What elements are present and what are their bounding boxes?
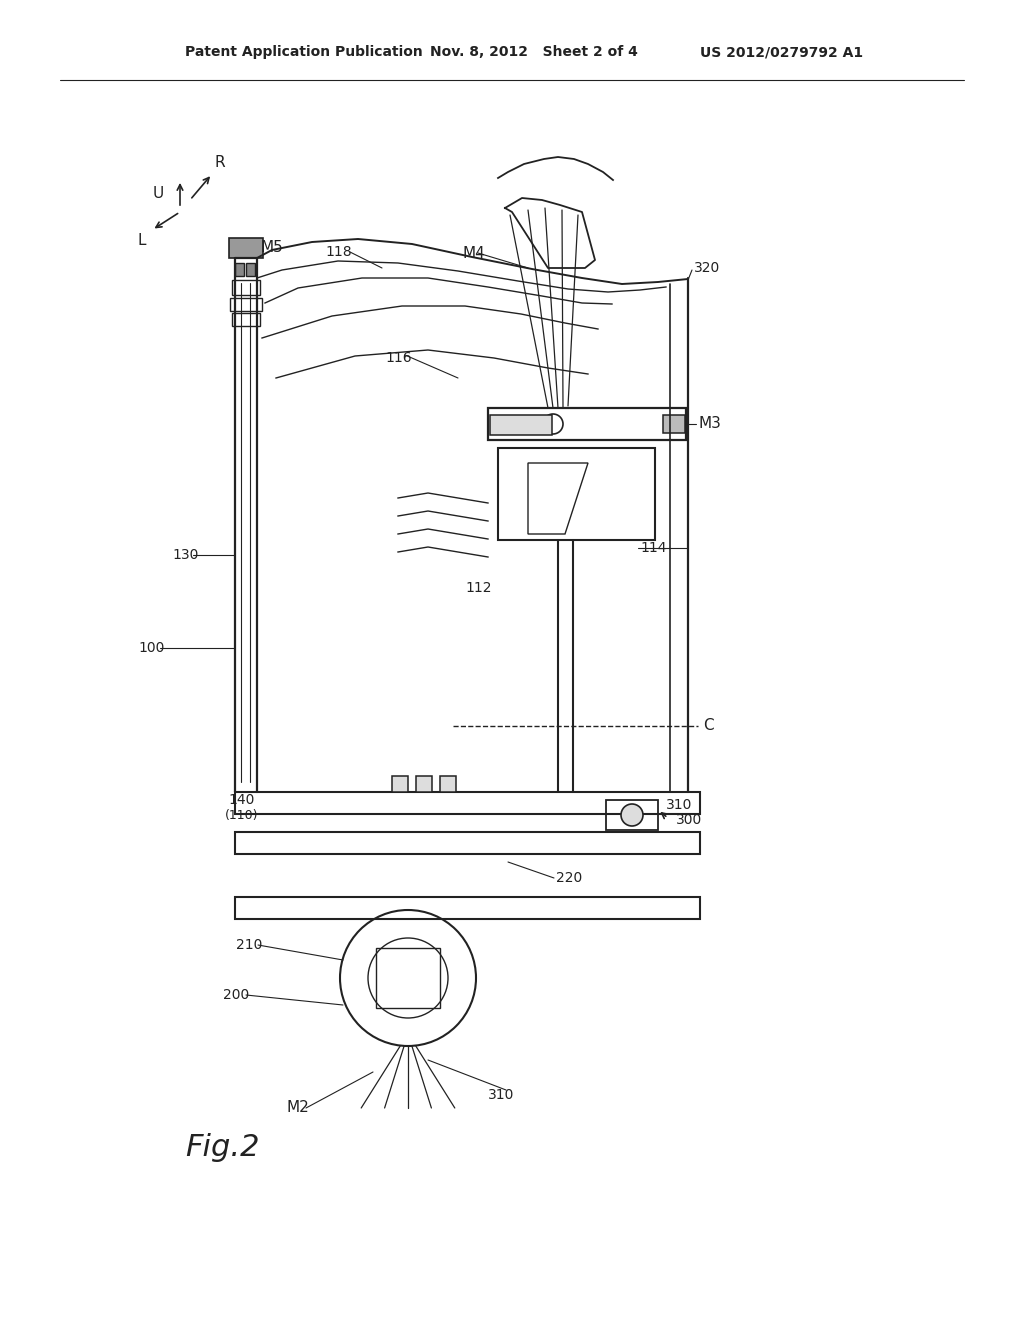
- Bar: [606, 800, 658, 830]
- Bar: [230, 298, 262, 312]
- Text: 100: 100: [138, 642, 165, 655]
- Text: R: R: [214, 154, 224, 170]
- Text: 112: 112: [465, 581, 492, 595]
- Text: 300: 300: [676, 813, 702, 828]
- Text: U: U: [153, 186, 164, 202]
- Bar: [234, 832, 700, 854]
- Text: 310: 310: [488, 1088, 514, 1102]
- Text: M2: M2: [286, 1101, 309, 1115]
- Text: 220: 220: [556, 871, 583, 884]
- Text: Nov. 8, 2012   Sheet 2 of 4: Nov. 8, 2012 Sheet 2 of 4: [430, 45, 638, 59]
- Text: 200: 200: [223, 987, 249, 1002]
- Text: 114: 114: [640, 541, 667, 554]
- Text: C: C: [703, 718, 714, 734]
- Text: (110): (110): [225, 808, 258, 821]
- Text: 130: 130: [172, 548, 199, 562]
- Text: 140: 140: [228, 793, 254, 807]
- Bar: [416, 776, 432, 792]
- Bar: [232, 280, 260, 294]
- Text: 320: 320: [694, 261, 720, 275]
- Circle shape: [621, 804, 643, 826]
- Bar: [488, 408, 686, 440]
- Bar: [663, 414, 685, 433]
- Text: L: L: [137, 234, 146, 248]
- Text: M4: M4: [462, 246, 484, 260]
- Bar: [246, 263, 255, 276]
- Bar: [498, 447, 655, 540]
- Bar: [232, 313, 260, 326]
- Bar: [490, 414, 552, 436]
- Bar: [229, 238, 263, 257]
- Bar: [234, 898, 700, 919]
- Text: 210: 210: [236, 939, 262, 952]
- Bar: [440, 776, 456, 792]
- Text: 116: 116: [385, 351, 412, 366]
- Text: Fig.2: Fig.2: [185, 1134, 259, 1163]
- Text: 118: 118: [325, 246, 351, 259]
- Bar: [234, 263, 244, 276]
- Bar: [392, 776, 408, 792]
- Text: Patent Application Publication: Patent Application Publication: [185, 45, 423, 59]
- Text: US 2012/0279792 A1: US 2012/0279792 A1: [700, 45, 863, 59]
- Text: M5: M5: [260, 240, 283, 256]
- Bar: [234, 792, 700, 814]
- Text: 310: 310: [666, 799, 692, 812]
- Bar: [376, 948, 440, 1008]
- Text: M3: M3: [698, 417, 721, 432]
